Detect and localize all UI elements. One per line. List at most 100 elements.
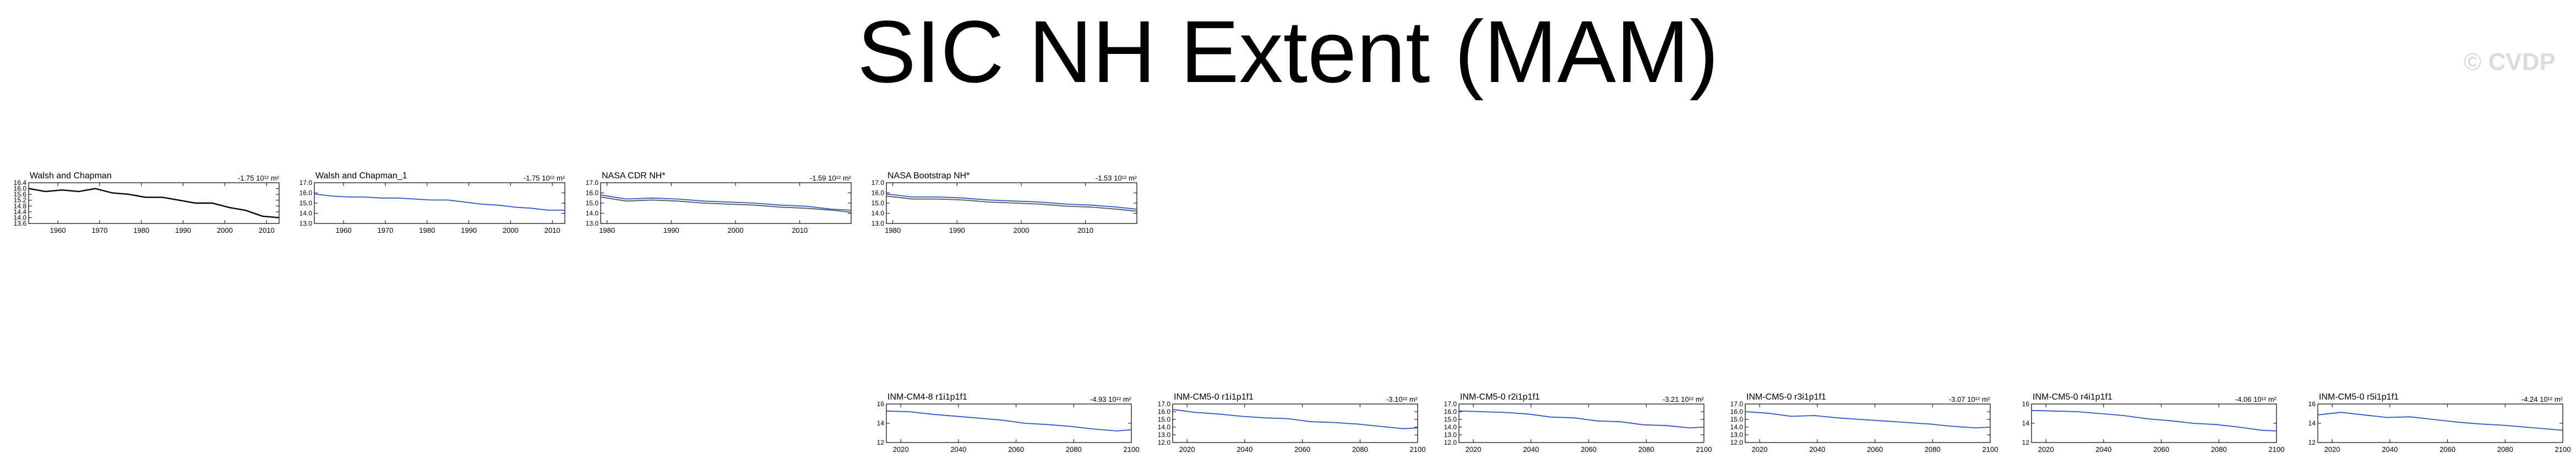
y-tick-label: 12.0 [1730,439,1744,446]
x-tick-label: 1960 [336,226,352,234]
x-tick-label: 1970 [91,226,107,234]
y-tick-label: 16.0 [299,189,313,197]
y-tick-label: 17.0 [1444,400,1457,408]
x-tick-label: 1970 [377,226,393,234]
y-tick-label: 14.8 [14,202,27,210]
x-tick-label: 2100 [1696,445,1712,454]
y-tick-label: 16 [2022,400,2030,408]
x-tick-label: 2040 [950,445,966,454]
x-tick-label: 2080 [1352,445,1368,454]
y-tick-label: 14.0 [1730,423,1744,431]
series-line [600,196,852,213]
trend-label: -3.10¹² m² [1386,395,1418,403]
trend-label: -1.75 10¹² m² [238,174,280,182]
x-tick-label: 2100 [1983,445,1998,454]
page-title: SIC NH Extent (MAM) [857,2,1719,101]
x-tick-label: 2060 [1867,445,1883,454]
series-line [886,410,1132,432]
x-tick-label: 2010 [259,226,275,234]
chart-title: NASA CDR NH* [602,171,666,181]
x-tick-label: 1980 [885,226,901,234]
x-tick-label: 1990 [949,226,965,234]
chart-title: INM-CM5-0 r4i1p1f1 [2033,392,2112,402]
y-tick-label: 14 [877,419,885,427]
y-tick-label: 16.0 [1730,408,1744,416]
y-tick-label: 12 [2308,439,2316,446]
trend-label: -4.93 10¹² m² [1090,395,1132,403]
chart-title: INM-CM5-0 r2i1p1f1 [1460,392,1540,402]
y-tick-label: 13.0 [299,220,313,227]
x-tick-label: 2080 [1066,445,1082,454]
x-tick-label: 2020 [1466,445,1482,454]
x-tick-label: 2000 [728,226,744,234]
chart-panel: INM-CM5-0 r3i1p1f1 -3.07 10¹² m²17.016.01… [1730,392,1998,454]
series-line [2317,412,2563,431]
series-line [314,193,565,211]
plot-frame [1458,403,1704,443]
chart-panel: NASA CDR NH* -1.59 10¹² m² 17.0 16.0 15.0 14.… [586,171,852,234]
y-tick-label: 17.0 [872,179,885,187]
x-tick-label: 2060 [1008,445,1024,454]
plot-frame [886,403,1132,443]
x-tick-label: 1990 [175,226,191,234]
y-tick-label: 13.6 [14,220,27,227]
trend-label: -4.24 10¹² m² [2521,395,2563,403]
series-line [1745,411,1991,429]
plot-frame [2317,403,2563,443]
x-tick-label: 2060 [2153,445,2169,454]
y-tick-label: 16.4 [14,179,27,187]
y-tick-label: 14.0 [586,210,599,217]
y-tick-label: 15.0 [586,199,599,207]
y-tick-label: 15.0 [299,199,313,207]
y-tick-label: 14.0 [299,210,313,217]
x-tick-label: 2080 [1638,445,1654,454]
series-line [1172,408,1418,429]
y-tick-label: 14 [2308,419,2316,427]
x-tick-label: 2100 [1410,445,1426,454]
y-tick-label: 16.0 [1444,408,1457,416]
plot-frame [28,182,280,224]
trend-label: -3.07 10¹² m² [1949,395,1991,403]
x-tick-label: 2020 [1179,445,1195,454]
y-tick-label: 13.0 [1730,431,1744,439]
y-tick-label: 14.4 [14,208,27,216]
y-tick-label: 15.0 [1158,416,1171,423]
x-tick-label: 2000 [503,226,519,234]
trend-label: -1.75 10¹² m² [524,174,565,182]
y-tick-label: 14.0 [1158,423,1171,431]
y-tick-label: 12 [877,439,885,446]
series-line [886,195,1137,212]
y-tick-label: 14.0 [872,210,885,217]
x-tick-label: 2100 [1124,445,1140,454]
y-tick-label: 15.0 [1444,416,1457,423]
y-tick-label: 12.0 [1158,439,1171,446]
x-tick-label: 1980 [599,226,615,234]
x-tick-label: 2040 [2095,445,2111,454]
plot-frame [600,182,852,224]
chart-panel: Walsh and Chapman -1.75 10¹² m²16.416.015… [14,171,280,234]
x-tick-label: 1980 [133,226,149,234]
plot-frame [1172,403,1418,443]
plot-frame [1745,403,1991,443]
trend-label: -3.21 10¹² m² [1663,395,1704,403]
x-tick-label: 2040 [1237,445,1252,454]
x-tick-label: 2060 [1294,445,1310,454]
y-tick-label: 15.0 [872,199,885,207]
chart-panel: INM-CM5-0 r1i1p1f1 -3.10¹² m² 17.016.015.0… [1158,392,1426,454]
x-tick-label: 2080 [1925,445,1941,454]
chart-panel: INM-CM5-0 r5i1p1f1 -4.24 10¹² m² 16 14 12 202… [2308,392,2571,454]
chart-title: INM-CM4-8 r1i1p1f1 [887,392,967,402]
chart-title: INM-CM5-0 r1i1p1f1 [1174,392,1254,402]
chart-title: Walsh and Chapman [30,171,112,181]
x-tick-label: 2020 [893,445,909,454]
trend-label: -4.06 10¹² m² [2235,395,2277,403]
chart-panel: NASA Bootstrap NH* -1.53 10¹² m² 17.0 16.0 1… [872,171,1137,234]
x-tick-label: 2040 [1809,445,1825,454]
y-tick-label: 13.0 [1158,431,1171,439]
x-tick-label: 2080 [2211,445,2227,454]
chart-panel: INM-CM5-0 r4i1p1f1 -4.06 10¹² m² 16 14 12 202… [2022,392,2285,454]
x-tick-label: 2000 [217,226,233,234]
chart-title: NASA Bootstrap NH* [887,171,970,181]
chart-title: INM-CM5-0 r5i1p1f1 [2319,392,2399,402]
